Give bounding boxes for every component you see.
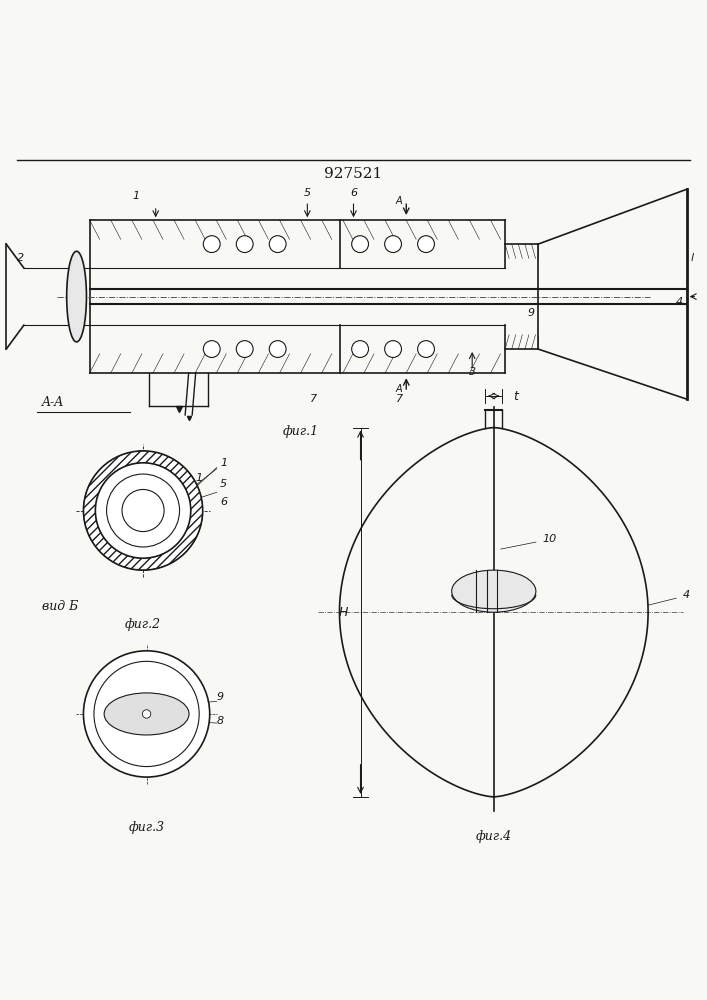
Circle shape (236, 236, 253, 253)
Circle shape (142, 710, 151, 718)
Text: 1: 1 (220, 458, 228, 468)
Text: A: A (396, 384, 402, 394)
Text: фиг.3: фиг.3 (129, 821, 165, 834)
Ellipse shape (452, 570, 536, 612)
Circle shape (95, 463, 191, 558)
Text: H: H (338, 606, 348, 619)
Text: l: l (690, 253, 694, 263)
Text: 6: 6 (220, 497, 228, 507)
Text: 7: 7 (310, 394, 317, 404)
Text: 1: 1 (196, 473, 203, 483)
Circle shape (107, 474, 180, 547)
Text: 9: 9 (528, 308, 535, 318)
Circle shape (122, 489, 164, 532)
Text: 10: 10 (543, 534, 557, 544)
Text: 4: 4 (683, 590, 690, 600)
Text: фиг.1: фиг.1 (283, 425, 319, 438)
Circle shape (269, 341, 286, 357)
Circle shape (83, 451, 203, 570)
Circle shape (385, 341, 402, 357)
Circle shape (418, 341, 434, 357)
Text: 8: 8 (217, 716, 224, 726)
Circle shape (83, 651, 210, 777)
Circle shape (418, 236, 434, 253)
Text: 927521: 927521 (325, 167, 382, 181)
Circle shape (269, 236, 286, 253)
Circle shape (94, 661, 199, 767)
Text: A: A (396, 196, 402, 206)
Text: 5: 5 (220, 479, 228, 489)
Text: 4: 4 (676, 297, 683, 307)
Text: t: t (513, 390, 518, 403)
Text: 2: 2 (17, 253, 24, 263)
Text: 1: 1 (132, 191, 139, 201)
Text: 6: 6 (350, 188, 357, 198)
Circle shape (204, 236, 220, 253)
Circle shape (351, 341, 368, 357)
Text: 9: 9 (217, 692, 224, 702)
Text: A-A: A-A (42, 396, 64, 409)
Circle shape (351, 236, 368, 253)
Circle shape (236, 341, 253, 357)
Text: фиг.4: фиг.4 (476, 830, 512, 843)
Text: 5: 5 (304, 188, 311, 198)
Circle shape (204, 341, 220, 357)
Text: фиг.2: фиг.2 (125, 618, 161, 631)
Text: вид Б: вид Б (42, 600, 78, 613)
Text: 7: 7 (396, 394, 403, 404)
Text: 3: 3 (469, 367, 476, 377)
Ellipse shape (104, 693, 189, 735)
Circle shape (385, 236, 402, 253)
Ellipse shape (66, 251, 86, 342)
